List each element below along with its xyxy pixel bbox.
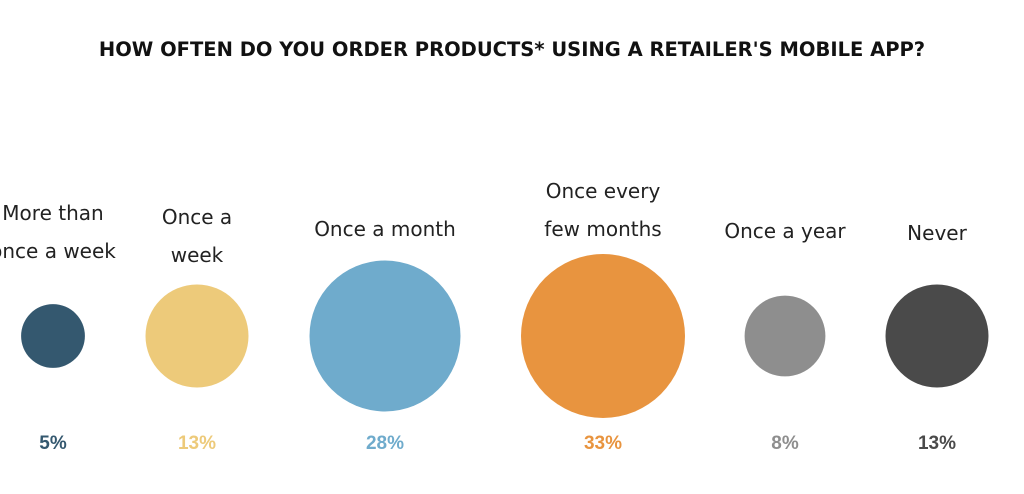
chart-title: HOW OFTEN DO YOU ORDER PRODUCTS* USING A… bbox=[98, 38, 926, 61]
bubble-more-than-once-a-week bbox=[21, 304, 85, 368]
category-labels-group: More than once a week Once a week Once a mon… bbox=[0, 179, 968, 267]
category-label-once-a-year-line1: Once a year bbox=[724, 219, 846, 243]
value-label-once-every-few-months: 33% bbox=[584, 433, 622, 454]
category-label-once-a-week-line1: Once a bbox=[162, 205, 232, 229]
category-label-once-a-week-line2: week bbox=[171, 243, 224, 267]
value-label-once-a-week: 13% bbox=[178, 433, 216, 454]
bubbles-group bbox=[21, 254, 989, 418]
bubble-never bbox=[885, 284, 989, 388]
category-label-once-every-few-months-line2: few months bbox=[544, 217, 661, 241]
bubble-once-a-week bbox=[145, 284, 249, 388]
value-label-once-a-year: 8% bbox=[771, 433, 799, 454]
value-label-once-a-month: 28% bbox=[366, 433, 404, 454]
value-labels-group: 5% 13% 28% 33% 8% 13% bbox=[39, 433, 956, 454]
category-label-more-than-once-a-week-line1: More than bbox=[2, 201, 103, 225]
value-label-never: 13% bbox=[918, 433, 956, 454]
category-label-once-a-month-line1: Once a month bbox=[314, 217, 456, 241]
bubble-once-a-year bbox=[744, 295, 826, 377]
bubble-once-every-few-months bbox=[521, 254, 685, 418]
value-label-more-than-once-a-week: 5% bbox=[39, 433, 67, 454]
category-label-more-than-once-a-week-line2: once a week bbox=[0, 239, 116, 263]
category-label-once-every-few-months-line1: Once every bbox=[546, 179, 661, 203]
category-label-never-line1: Never bbox=[907, 221, 967, 245]
bubble-once-a-month bbox=[309, 260, 461, 412]
